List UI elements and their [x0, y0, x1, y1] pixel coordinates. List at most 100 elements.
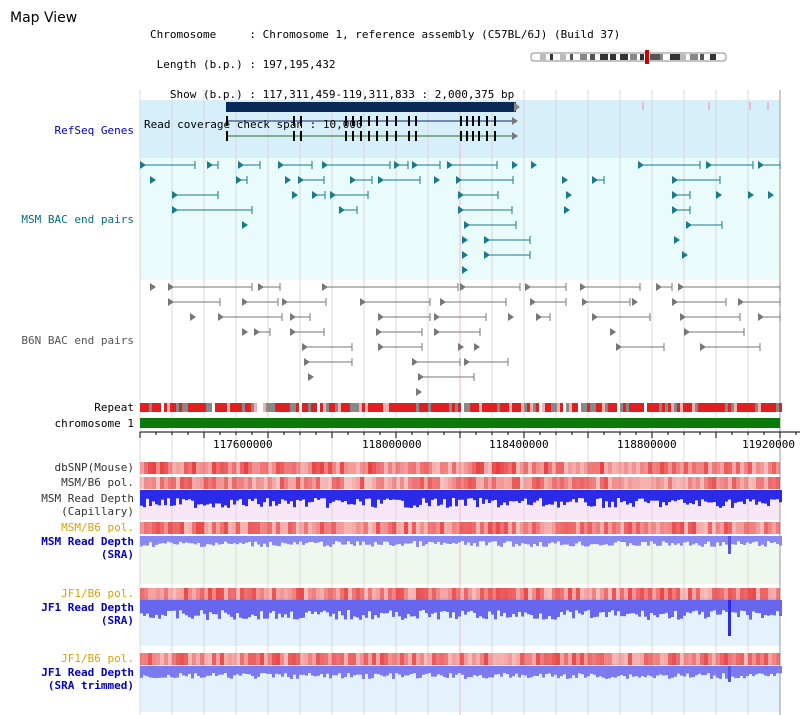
- msm-b6-pol-band: [696, 477, 700, 489]
- repeat-segment: [353, 403, 356, 412]
- jf1-sra-depth-bar: [488, 600, 491, 612]
- b6n-bac-end-marker: [378, 313, 384, 321]
- capillary-depth-bar: [356, 490, 359, 500]
- b6n-bac-end-marker: [700, 343, 706, 351]
- jf1-b6-pol-band: [216, 588, 220, 600]
- jf1-b6-pol-band-2: [512, 653, 516, 665]
- msm-b6-pol-band: [288, 477, 292, 489]
- msm-b6-pol-band: [320, 477, 324, 489]
- msm-b6-pol-band: [388, 477, 392, 489]
- capillary-depth-bar: [380, 490, 383, 504]
- dbsnp-band: [620, 462, 624, 474]
- jf1-sra-depth-bar: [284, 600, 287, 615]
- msm-b6-pol-band-2: [584, 522, 588, 534]
- msm-b6-pol-band-2: [368, 522, 372, 534]
- jf1-trim-depth-bar: [305, 666, 308, 676]
- jf1-trim-depth-bar: [674, 666, 677, 677]
- jf1-sra-depth-bar: [731, 600, 734, 613]
- jf1-b6-pol-band: [612, 588, 616, 600]
- jf1-sra-depth-bar: [572, 600, 575, 619]
- dbsnp-band: [588, 462, 592, 474]
- msm-bac-end-pairs-label[interactable]: MSM BAC end pairs: [21, 213, 134, 226]
- jf1-trim-depth-bar: [182, 666, 185, 676]
- repeat-segment: [410, 403, 413, 412]
- msm-b6-pol-band-2: [504, 522, 508, 534]
- msm-sra-depth-bar: [197, 536, 200, 543]
- repeat-segment: [287, 403, 290, 412]
- msm-b6-pol-band-2: [684, 522, 688, 534]
- b6n-bac-end-pairs-label[interactable]: B6N BAC end pairs: [21, 334, 134, 347]
- msm-b6-pol-band: [524, 477, 528, 489]
- jf1-b6-pol-band-2: [604, 653, 608, 665]
- capillary-depth-bar: [323, 490, 326, 499]
- capillary-depth-bar: [404, 490, 407, 508]
- dbsnp-band: [564, 462, 568, 474]
- msm-b6-pol-band: [668, 477, 672, 489]
- msm-b6-pol-band-2: [484, 522, 488, 534]
- repeat-segment: [575, 403, 578, 412]
- capillary-depth-bar: [173, 490, 176, 506]
- jf1-b6-pol-band: [704, 588, 708, 600]
- jf1-b6-pol-band: [312, 588, 316, 600]
- repeat-segment: [302, 403, 305, 412]
- jf1-b6-pol-band-2: [380, 653, 384, 665]
- msm-b6-pol-band-2: [396, 522, 400, 534]
- repeat-segment: [740, 403, 743, 412]
- capillary-depth-bar: [509, 490, 512, 502]
- repeat-segment: [356, 403, 359, 412]
- jf1-trim-depth-bar: [251, 666, 254, 676]
- jf1-trim-depth-bar: [257, 666, 260, 677]
- capillary-depth-bar: [167, 490, 170, 499]
- jf1-b6-pol-band-2: [772, 653, 776, 665]
- msm-b6-pol-band: [580, 477, 584, 489]
- jf1-sra-depth-bar: [761, 600, 764, 618]
- jf1-b6-pol-band: [252, 588, 256, 600]
- jf1-b6-pol-band: [172, 588, 176, 600]
- ideogram-band: [700, 54, 704, 60]
- b6n-bac-end-marker: [378, 343, 384, 351]
- msm-bac-end-marker: [686, 221, 692, 229]
- jf1-b6-pol-band-2: [296, 653, 300, 665]
- jf1-sra-depth-bar: [278, 600, 281, 614]
- msm-sra-depth-bar: [308, 536, 311, 542]
- msm-bac-end-marker: [758, 161, 764, 169]
- jf1-sra-depth-bar: [329, 600, 332, 617]
- jf1-b6-pol-band-2: [432, 653, 436, 665]
- repeat-segment: [716, 403, 719, 412]
- jf1-trim-depth-bar: [467, 666, 470, 678]
- b6n-bac-end-marker: [656, 283, 662, 291]
- jf1-trim-depth-bar: [770, 666, 773, 674]
- jf1-b6-pol-band-2: [456, 653, 460, 665]
- b6n-bac-end-marker: [168, 298, 174, 306]
- msm-sra-depth-bar: [653, 536, 656, 544]
- dbsnp-band: [148, 462, 152, 474]
- jf1-b6-pol-band: [304, 588, 308, 600]
- refseq-genes-label[interactable]: RefSeq Genes: [54, 124, 134, 137]
- capillary-depth-bar: [308, 490, 311, 503]
- msm-b6-pol-band: [200, 477, 204, 489]
- jf1-b6-pol-band: [700, 588, 704, 600]
- jf1-trim-depth-bar: [779, 666, 782, 674]
- dbsnp-band: [572, 462, 576, 474]
- dbsnp-band: [532, 462, 536, 474]
- jf1-b6-pol-band: [676, 588, 680, 600]
- repeat-segment: [674, 403, 677, 412]
- jf1-b6-pol-band: [672, 588, 676, 600]
- msm-sra-depth-bar: [638, 536, 641, 546]
- msm-b6-pol-band-2: [556, 522, 560, 534]
- msm-sra-depth-bar: [140, 536, 143, 547]
- jf1-trim-depth-bar: [263, 666, 266, 673]
- capillary-depth-bar: [518, 490, 521, 503]
- msm-sra-depth-bar: [281, 536, 284, 543]
- msm-sra-depth-bar: [386, 536, 389, 542]
- msm-sra-depth-bar: [296, 536, 299, 545]
- repeat-segment: [515, 403, 518, 412]
- repeat-segment: [359, 403, 362, 412]
- jf1-trim-depth-bar: [422, 666, 425, 675]
- repeat-segment: [653, 403, 656, 412]
- msm-b6-pol-band-2: [624, 522, 628, 534]
- jf1-trim-depth-bar: [347, 666, 350, 674]
- dbsnp-band: [484, 462, 488, 474]
- jf1-trim-depth-bar: [563, 666, 566, 675]
